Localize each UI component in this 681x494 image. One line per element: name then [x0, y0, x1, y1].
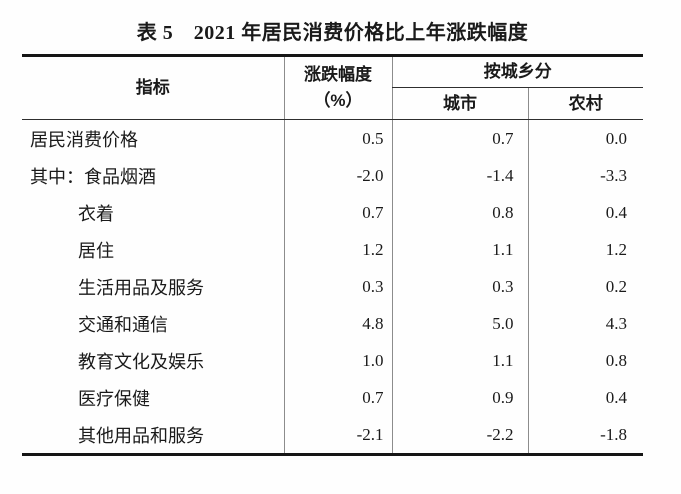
rural-cell: 0.8	[527, 342, 643, 379]
indicator-label: 教育文化及娱乐	[78, 351, 204, 372]
indicator-cell: 教育文化及娱乐	[22, 342, 284, 379]
header-change-line2: （%）	[313, 91, 363, 110]
indicator-cell: 居住	[22, 231, 284, 268]
indicator-cell: 居民消费价格	[22, 120, 284, 158]
header-urban: 城市	[391, 87, 528, 120]
table-row: 衣着 0.7 0.8 0.4	[22, 194, 643, 231]
indicator-prefix: 其中：	[30, 166, 84, 187]
table-row: 教育文化及娱乐 1.0 1.1 0.8	[22, 342, 643, 379]
cpi-table: 指标 涨跌幅度 （%） 按城乡分 城市 农村 居民消费价格 0.5 0.7 0.…	[22, 54, 643, 456]
indicator-cell: 其他用品和服务	[22, 416, 284, 455]
rural-cell: 1.2	[527, 231, 643, 268]
urban-cell: -2.2	[391, 416, 528, 455]
indicator-cell: 医疗保健	[22, 379, 284, 416]
change-cell: 0.5	[283, 119, 392, 157]
indicator-label: 居住	[78, 240, 114, 261]
change-cell: -2.0	[283, 157, 392, 194]
rural-cell: 0.0	[527, 119, 643, 157]
indicator-cell: 衣着	[22, 194, 284, 231]
rural-cell: 0.2	[527, 268, 643, 305]
rural-cell: 4.3	[527, 305, 643, 342]
change-cell: 1.2	[283, 231, 392, 268]
indicator-label: 食品烟酒	[84, 166, 156, 187]
indicator-label: 居民消费价格	[30, 129, 138, 150]
table-row: 交通和通信 4.8 5.0 4.3	[22, 305, 643, 342]
table-row: 其中：食品烟酒 -2.0 -1.4 -3.3	[22, 157, 643, 194]
rural-cell: 0.4	[527, 194, 643, 231]
header-change: 涨跌幅度 （%）	[283, 55, 392, 120]
indicator-label: 其他用品和服务	[78, 425, 204, 446]
table-row: 其他用品和服务 -2.1 -2.2 -1.8	[22, 416, 643, 455]
indicator-label: 生活用品及服务	[78, 277, 204, 298]
indicator-cell: 其中：食品烟酒	[22, 157, 284, 194]
urban-cell: -1.4	[391, 157, 528, 194]
header-rural: 农村	[527, 87, 643, 120]
change-cell: 1.0	[283, 342, 392, 379]
header-by-region: 按城乡分	[391, 55, 643, 88]
change-cell: 0.7	[283, 379, 392, 416]
urban-cell: 1.1	[391, 342, 528, 379]
indicator-label: 交通和通信	[78, 314, 168, 335]
rural-cell: -3.3	[527, 157, 643, 194]
urban-cell: 0.8	[391, 194, 528, 231]
rural-cell: -1.8	[527, 416, 643, 455]
urban-cell: 0.3	[391, 268, 528, 305]
urban-cell: 0.9	[391, 379, 528, 416]
header-change-line1: 涨跌幅度	[304, 65, 372, 84]
table-row: 生活用品及服务 0.3 0.3 0.2	[22, 268, 643, 305]
change-cell: -2.1	[283, 416, 392, 455]
indicator-cell: 生活用品及服务	[22, 268, 284, 305]
change-cell: 0.3	[283, 268, 392, 305]
change-cell: 4.8	[283, 305, 392, 342]
table-body: 居民消费价格 0.5 0.7 0.0 其中：食品烟酒 -2.0 -1.4 -3.…	[22, 119, 643, 455]
table-header: 指标 涨跌幅度 （%） 按城乡分 城市 农村	[22, 55, 643, 120]
table-row: 居住 1.2 1.1 1.2	[22, 231, 643, 268]
urban-cell: 5.0	[391, 305, 528, 342]
urban-cell: 1.1	[391, 231, 528, 268]
urban-cell: 0.7	[391, 119, 528, 157]
indicator-label: 衣着	[78, 203, 114, 224]
table-row: 居民消费价格 0.5 0.7 0.0	[22, 119, 643, 158]
table-row: 医疗保健 0.7 0.9 0.4	[22, 379, 643, 416]
table-title: 表 5 2021 年居民消费价格比上年涨跌幅度	[136, 22, 529, 44]
indicator-label: 医疗保健	[78, 388, 150, 409]
indicator-cell: 交通和通信	[22, 305, 284, 342]
rural-cell: 0.4	[527, 379, 643, 416]
header-indicator: 指标	[22, 55, 284, 120]
change-cell: 0.7	[283, 194, 392, 231]
